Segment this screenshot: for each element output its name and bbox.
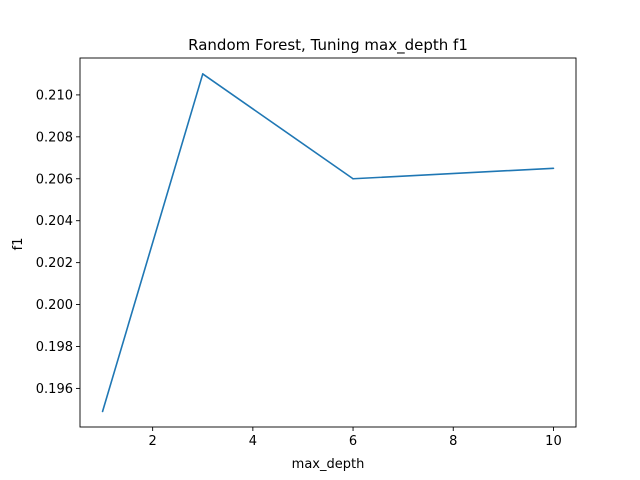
plot-frame — [79, 57, 577, 428]
plot-area — [79, 57, 577, 428]
data-point — [101, 410, 104, 413]
x-tick-label: 2 — [149, 434, 157, 449]
data-point — [201, 73, 204, 75]
data-point — [552, 167, 555, 170]
y-axis: 0.196 0.198 0.200 0.202 0.204 0.206 0.208 0.210 — [36, 88, 80, 397]
y-tick-label: 0.196 — [36, 382, 73, 397]
x-axis: 2 4 6 8 10 — [149, 427, 562, 449]
data-point — [352, 177, 354, 180]
x-tick-label: 10 — [545, 434, 562, 449]
y-tick-label: 0.208 — [36, 130, 73, 145]
x-tick-label: 6 — [349, 434, 357, 449]
y-tick-label: 0.206 — [36, 172, 73, 187]
x-tick-label: 4 — [249, 434, 257, 449]
x-tick-label: 8 — [449, 434, 457, 449]
y-tick-label: 0.198 — [36, 340, 73, 355]
series-line — [101, 73, 554, 412]
y-tick-label: 0.210 — [36, 88, 73, 103]
y-tick-label: 0.204 — [36, 214, 73, 229]
chart-title: Random Forest, Tuning max_depth f1 — [188, 36, 468, 55]
x-axis-label: max_depth — [292, 457, 365, 472]
y-tick-label: 0.202 — [36, 256, 73, 271]
series-layer — [101, 73, 555, 413]
y-tick-label: 0.200 — [36, 298, 73, 313]
y-axis-label: f1 — [11, 238, 26, 251]
